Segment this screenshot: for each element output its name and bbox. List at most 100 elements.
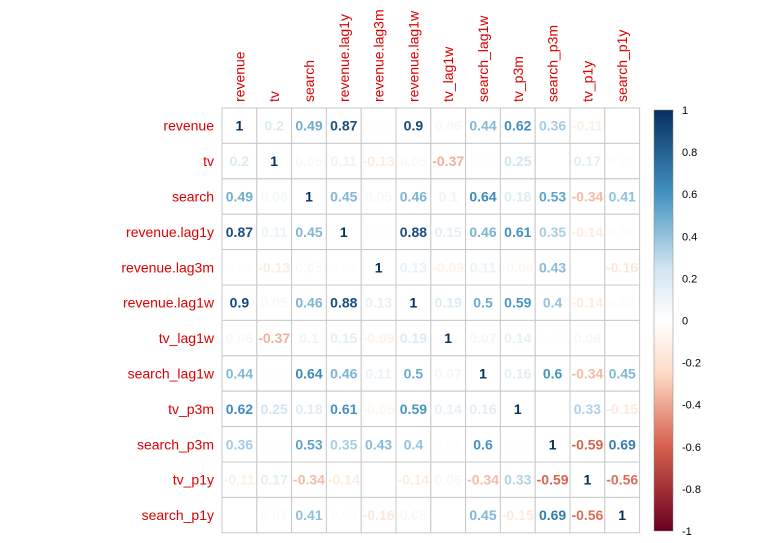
- colorbar-tick-label: -0.8: [682, 484, 701, 496]
- heatmap-cell: [430, 461, 467, 498]
- heatmap-cell: [360, 142, 397, 180]
- heatmap-cell: [604, 426, 641, 463]
- heatmap-cell: [430, 496, 467, 534]
- cell-value: 0.49: [295, 118, 322, 134]
- cell-value: 0.02: [469, 153, 496, 169]
- heatmap-cell: [256, 213, 293, 251]
- cell-value: 0.05: [400, 507, 427, 523]
- heatmap-cell: [604, 142, 641, 180]
- heatmap-cell: [499, 461, 536, 498]
- cell-value: 0.46: [400, 189, 427, 205]
- cell-value: 0.9: [404, 118, 424, 134]
- cell-value: 0.4: [404, 436, 424, 452]
- column-label: search_p3m: [545, 25, 561, 102]
- cell-value: 0.35: [539, 224, 566, 240]
- cell-value: 0.15: [330, 330, 357, 346]
- heatmap-cell: [430, 319, 467, 357]
- cell-value: -0.56: [606, 472, 638, 488]
- colorbar-tick-label: -1: [682, 526, 692, 538]
- cell-value: 0.59: [504, 295, 531, 311]
- cell-value: 0.4: [543, 295, 563, 311]
- cell-value: 0.03: [609, 295, 636, 311]
- heatmap-cell: [499, 284, 536, 321]
- colorbar-tick-label: -0.2: [682, 358, 701, 370]
- row-label: search_p3m: [137, 436, 214, 452]
- heatmap-cell: [325, 284, 362, 321]
- cell-value: 0.16: [469, 401, 496, 417]
- heatmap-cell: [569, 213, 606, 251]
- heatmap-cell: [325, 249, 362, 286]
- heatmap-cell: [325, 426, 362, 463]
- cell-value: -0.06: [363, 401, 395, 417]
- cell-value: 0.45: [469, 507, 496, 523]
- cell-value: 0.02: [435, 436, 462, 452]
- cell-value: -0.37: [432, 153, 464, 169]
- cell-value: -0.14: [571, 224, 603, 240]
- cell-value: 0.14: [504, 330, 531, 346]
- cell-value: 0.18: [295, 401, 322, 417]
- heatmap-cell: [534, 249, 571, 286]
- column-label: tv_lag1w: [440, 46, 456, 102]
- cell-value: 0.02: [365, 224, 392, 240]
- heatmap-cell: [569, 390, 606, 428]
- column-label: revenue.lag3m: [371, 9, 387, 102]
- row-label: tv_lag1w: [159, 330, 215, 346]
- cell-value: 0.35: [330, 436, 357, 452]
- cell-value: -0.13: [363, 153, 395, 169]
- heatmap-cell: [604, 284, 641, 321]
- cell-value: 0.46: [469, 224, 496, 240]
- heatmap-cell: [430, 390, 467, 428]
- cell-value: 0.61: [504, 224, 531, 240]
- cell-value: 0.15: [435, 224, 462, 240]
- cell-value: 0.03: [330, 507, 357, 523]
- heatmap-cell: [256, 496, 293, 534]
- cell-value: 0.53: [539, 189, 566, 205]
- cell-value: 1: [618, 507, 626, 523]
- heatmap-cell: [256, 355, 293, 392]
- cell-value: -0.37: [258, 330, 290, 346]
- heatmap-cell: [499, 319, 536, 357]
- heatmap-cell: [604, 213, 641, 251]
- heatmap-cell: [465, 496, 501, 534]
- cell-value: 0.18: [504, 189, 531, 205]
- heatmap-cell: [395, 461, 432, 498]
- cell-value: 0.02: [261, 436, 288, 452]
- cell-value: 0.49: [226, 189, 253, 205]
- cell-value: 1: [444, 330, 452, 346]
- cell-value: -0.13: [258, 259, 290, 275]
- cell-value: 0.1: [438, 189, 458, 205]
- cell-value: 0.41: [609, 189, 636, 205]
- heatmap-cell: [604, 496, 641, 534]
- heatmap-cell: [256, 107, 293, 144]
- cell-value: 0.2: [230, 153, 250, 169]
- row-label: revenue.lag1w: [123, 295, 215, 311]
- heatmap-cell: [465, 355, 501, 392]
- cell-value: 0.03: [261, 507, 288, 523]
- colorbar-tick-label: 0.4: [682, 231, 697, 243]
- cell-value: 0.06: [226, 330, 253, 346]
- cell-value: 0.06: [574, 330, 601, 346]
- heatmap-cell: [465, 461, 501, 498]
- cell-value: 0.64: [469, 189, 496, 205]
- heatmap-cell: [465, 319, 501, 357]
- cell-value: 0.33: [504, 472, 531, 488]
- cell-value: 0.69: [609, 436, 636, 452]
- cell-value: -0.34: [571, 189, 603, 205]
- colorbar-gradient: [653, 109, 674, 532]
- row-label: search_lag1w: [128, 366, 215, 382]
- colorbar-tick-label: 0.8: [682, 147, 697, 159]
- column-label: revenue.lag1y: [336, 14, 352, 102]
- heatmap-cell: [360, 496, 397, 534]
- heatmap-cell: [604, 461, 641, 498]
- cell-value: 1: [305, 189, 313, 205]
- cell-value: 0.64: [295, 366, 322, 382]
- heatmap-cell: [534, 319, 571, 357]
- cell-value: 0.88: [400, 224, 427, 240]
- colorbar-tick-label: 1: [682, 105, 688, 117]
- heatmap-cell: [360, 355, 397, 392]
- cell-value: 0.05: [365, 189, 392, 205]
- cell-value: 0.1: [299, 330, 319, 346]
- cell-value: -0.14: [328, 472, 360, 488]
- heatmap-cell: [256, 284, 293, 321]
- cell-value: 0.13: [400, 259, 427, 275]
